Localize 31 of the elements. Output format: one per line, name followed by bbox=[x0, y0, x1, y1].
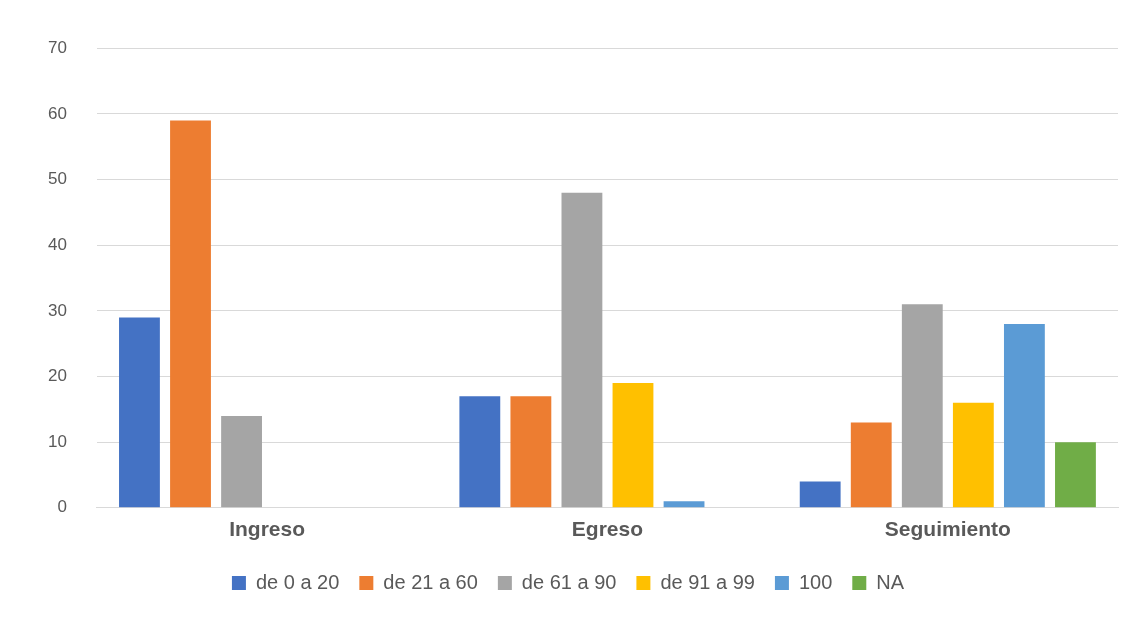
y-tick-label: 10 bbox=[47, 431, 67, 451]
legend-label: de 91 a 99 bbox=[660, 570, 755, 593]
y-tick-label: 70 bbox=[47, 37, 67, 57]
y-tick-label: 60 bbox=[47, 103, 67, 123]
bar bbox=[663, 501, 705, 508]
x-tick-label: Egreso bbox=[571, 517, 644, 541]
y-tick-label: 20 bbox=[47, 366, 67, 386]
bar bbox=[1055, 442, 1096, 508]
legend-label: de 61 a 90 bbox=[521, 570, 617, 593]
bar bbox=[799, 481, 841, 508]
y-tick-label: 0 bbox=[57, 497, 67, 517]
bar bbox=[612, 383, 654, 508]
legend-label: de 21 a 60 bbox=[383, 570, 478, 593]
bar bbox=[510, 396, 552, 508]
y-tick-label: 30 bbox=[47, 300, 67, 320]
x-tick-label: Ingreso bbox=[229, 517, 306, 541]
bar bbox=[119, 317, 160, 508]
bar bbox=[459, 396, 501, 508]
bar bbox=[901, 304, 943, 508]
bar bbox=[561, 192, 603, 508]
bar bbox=[170, 120, 211, 508]
bar bbox=[221, 415, 262, 508]
y-tick-label: 50 bbox=[47, 169, 67, 189]
x-tick-label: Seguimiento bbox=[884, 517, 1011, 541]
bar bbox=[1003, 323, 1045, 508]
bar bbox=[850, 422, 892, 508]
legend-label: de 0 a 20 bbox=[255, 570, 340, 593]
legend-label: 100 bbox=[798, 570, 833, 593]
legend-label: NA bbox=[876, 570, 905, 593]
y-tick-label: 40 bbox=[47, 234, 67, 254]
bar bbox=[952, 402, 994, 508]
